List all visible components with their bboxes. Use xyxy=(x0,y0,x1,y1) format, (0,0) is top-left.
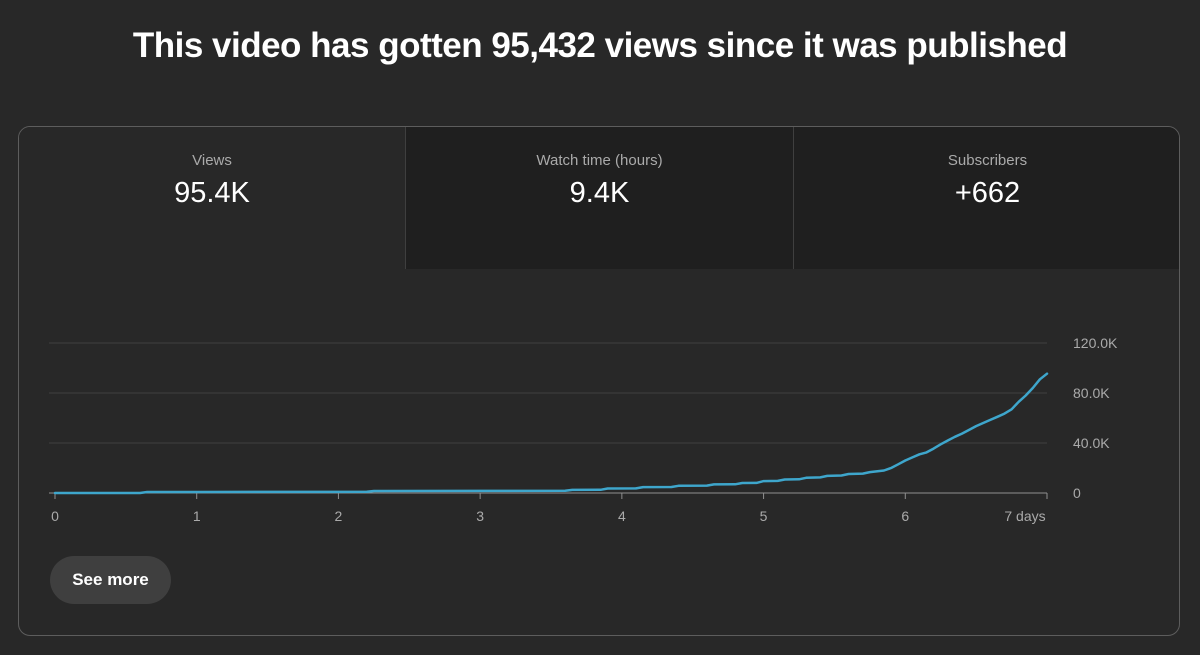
y-tick-label: 0 xyxy=(1073,485,1081,501)
tab-views-value: 95.4K xyxy=(174,177,250,209)
views-chart: 0 40.0K 80.0K 120.0K 0 1 2 3 4 5 6 7 days xyxy=(19,269,1179,539)
tab-subscribers[interactable]: Subscribers +662 xyxy=(794,127,1179,269)
page-headline: This video has gotten 95,432 views since… xyxy=(132,26,1068,65)
x-tick-label: 7 days xyxy=(1004,508,1045,524)
tab-views[interactable]: Views 95.4K xyxy=(19,127,406,269)
metric-tabs: Views 95.4K Watch time (hours) 9.4K Subs… xyxy=(19,127,1179,269)
tab-watch-time-value: 9.4K xyxy=(569,177,630,209)
x-tick-label: 6 xyxy=(901,508,909,524)
x-tick-label: 5 xyxy=(760,508,768,524)
views-series-line xyxy=(53,372,1049,495)
x-tick-label: 4 xyxy=(618,508,626,524)
x-tick-label: 2 xyxy=(335,508,343,524)
tab-watch-time-label: Watch time (hours) xyxy=(536,152,663,169)
analytics-card: Views 95.4K Watch time (hours) 9.4K Subs… xyxy=(18,126,1180,636)
tab-subscribers-value: +662 xyxy=(954,177,1021,209)
tab-views-label: Views xyxy=(192,152,232,169)
see-more-button[interactable]: See more xyxy=(50,556,171,604)
x-tick-label: 3 xyxy=(476,508,484,524)
y-tick-label: 40.0K xyxy=(1073,435,1110,451)
x-tick-label: 1 xyxy=(193,508,201,524)
tab-subscribers-label: Subscribers xyxy=(947,152,1028,169)
y-tick-label: 120.0K xyxy=(1073,335,1118,351)
x-tick-label: 0 xyxy=(51,508,59,524)
tab-watch-time[interactable]: Watch time (hours) 9.4K xyxy=(406,127,794,269)
y-tick-label: 80.0K xyxy=(1073,385,1110,401)
views-chart-svg: 0 40.0K 80.0K 120.0K 0 1 2 3 4 5 6 7 days xyxy=(49,335,1118,524)
